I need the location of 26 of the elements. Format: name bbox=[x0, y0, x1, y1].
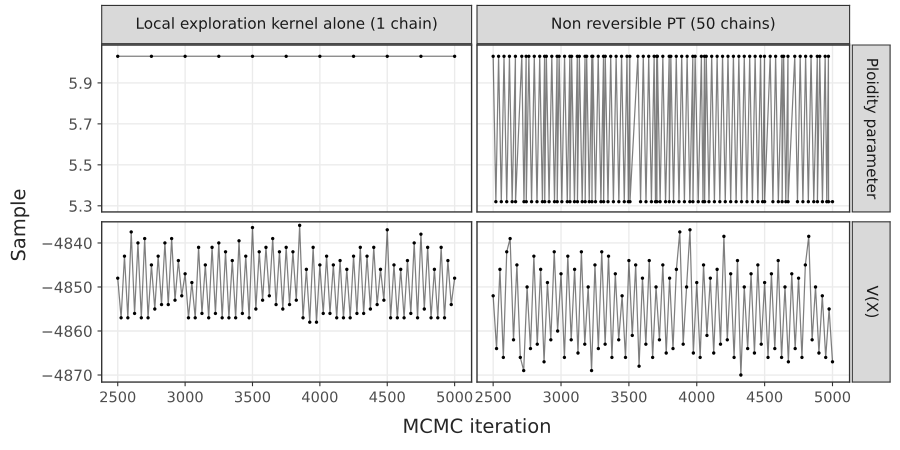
x-tick-label: 3500 bbox=[235, 391, 270, 402]
x-tick-label: 4500 bbox=[746, 391, 782, 402]
x-tick-label: 3500 bbox=[611, 391, 646, 402]
y-tick-label: 5.7 bbox=[70, 118, 92, 130]
y-tick-label: 5.3 bbox=[70, 200, 92, 212]
y2-axis-title: V(X) bbox=[864, 286, 879, 318]
x-axis-title: MCMC iteration bbox=[404, 418, 550, 434]
x-tick-label: 3000 bbox=[544, 391, 579, 402]
x-tick-label: 2500 bbox=[100, 391, 136, 402]
x-tick-label: 5000 bbox=[437, 391, 472, 402]
x-tick-label: 2500 bbox=[476, 391, 511, 402]
y-tick-label: 5.9 bbox=[70, 77, 92, 89]
chart-title: Non reversible PT (50 chains) bbox=[552, 17, 774, 31]
x-tick-label: 4000 bbox=[678, 391, 714, 402]
x-tick-label: 4000 bbox=[302, 391, 338, 402]
x-tick-label: 5000 bbox=[815, 391, 850, 402]
x-tick-label: 3000 bbox=[168, 391, 203, 402]
chart-title: Local exploration kernel alone (1 chain) bbox=[136, 17, 437, 32]
y-axis-title: Sample bbox=[10, 190, 30, 260]
y-tick-label: 5.5 bbox=[70, 160, 92, 171]
y-tick-label: −4860 bbox=[42, 325, 92, 338]
y-tick-label: −4840 bbox=[42, 237, 92, 249]
y2-axis-title: Ploidity parameter bbox=[864, 59, 879, 200]
x-tick-label: 4500 bbox=[369, 391, 405, 402]
y-tick-label: −4870 bbox=[42, 369, 92, 382]
y-tick-label: −4850 bbox=[42, 281, 92, 294]
